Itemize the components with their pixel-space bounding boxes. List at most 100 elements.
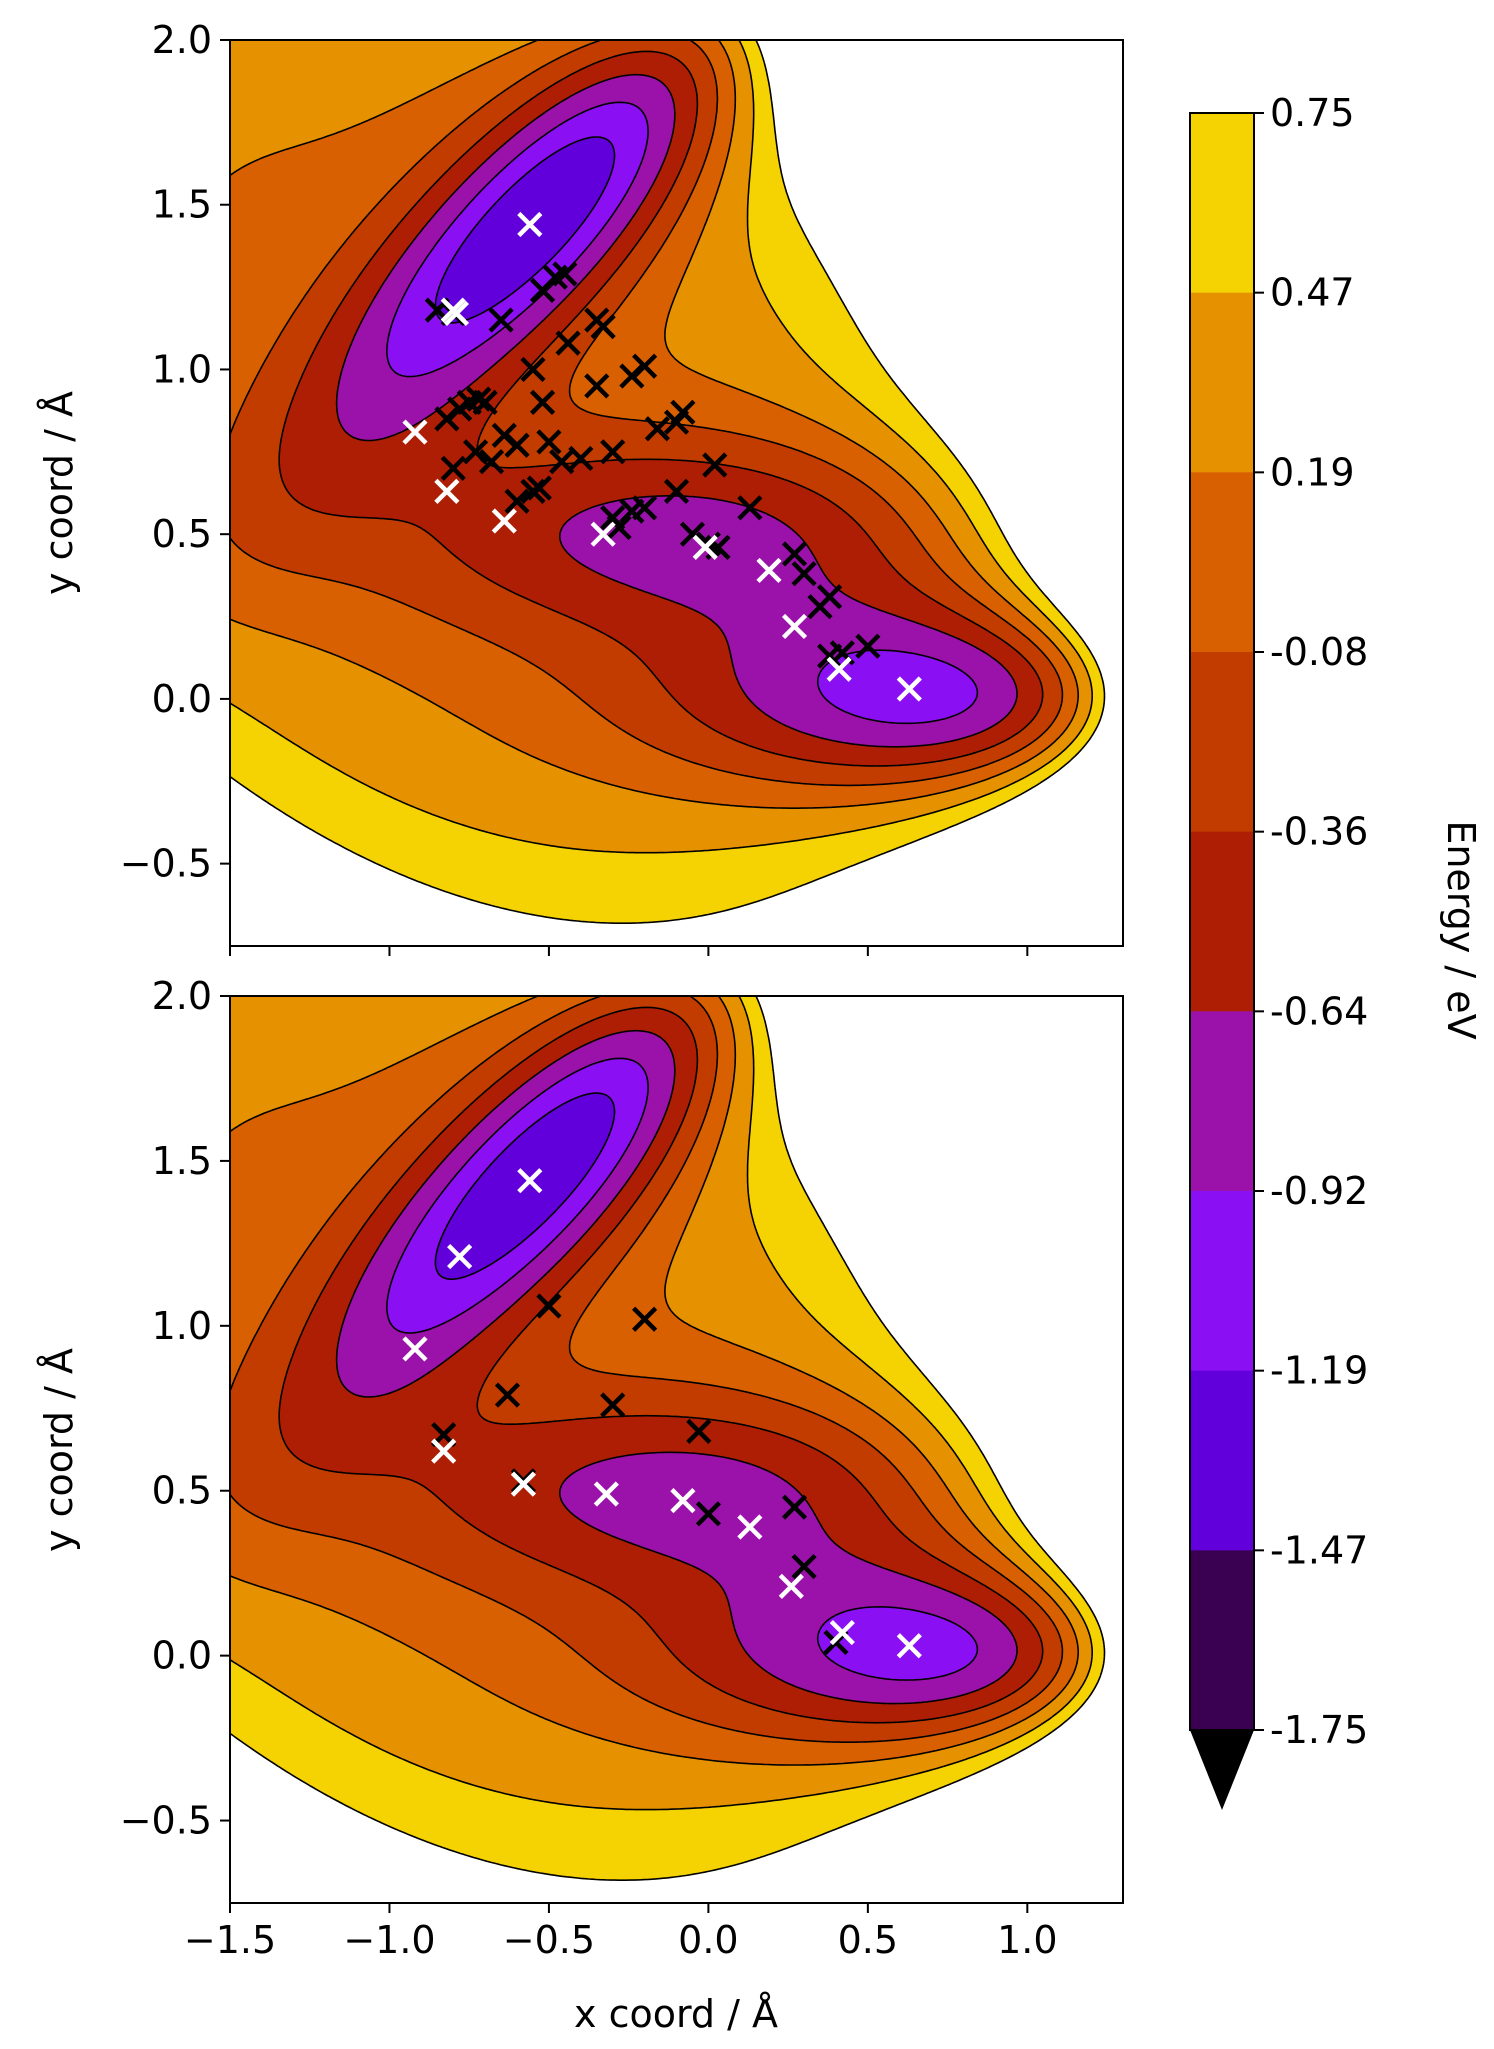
colorbar-band: [1190, 113, 1254, 294]
x-tick-label: 0.5: [838, 1918, 898, 1962]
colorbar-band: [1190, 1550, 1254, 1731]
white-marker: [590, 521, 616, 547]
black-marker: [632, 353, 658, 379]
colorbar-band: [1190, 1370, 1254, 1551]
bottom-markers: [402, 1168, 922, 1659]
black-marker: [663, 478, 690, 504]
white-marker: [737, 1514, 763, 1540]
colorbar-tick-label: -0.92: [1270, 1169, 1368, 1213]
colorbar-bands: [1190, 113, 1254, 1731]
colorbar-band: [1190, 831, 1254, 1012]
white-marker: [826, 656, 852, 682]
black-marker: [488, 307, 514, 333]
white-marker: [402, 419, 428, 445]
black-marker: [632, 495, 658, 521]
colorbar-min-extension: [1190, 1730, 1254, 1810]
colorbar-ticks: 0.75 0.47 0.19 -0.08 -0.36 -0.64 -0.92 -1.19 -1.…: [1254, 91, 1368, 1752]
colorbar-frame: [1189, 112, 1255, 1731]
contour-line: [434, 1092, 616, 1280]
white-marker: [447, 1243, 473, 1270]
bottom-axes-frame: [229, 995, 1124, 1904]
y-tick-label: 0.0: [152, 1634, 212, 1678]
bottom-contour-lines: [230, 996, 1106, 1881]
colorbar-tick-label: -1.75: [1270, 1708, 1368, 1752]
colorbar-tick-label: -0.64: [1270, 989, 1368, 1033]
white-marker: [829, 1619, 855, 1646]
white-marker: [491, 508, 517, 534]
bottom-contour-panel: −1.5 −1.0 −0.5 0.0 0.5 1.0 2.0 1.5 1.0 0.5 0.0 −0.…: [37, 974, 1124, 2036]
black-marker: [529, 389, 556, 415]
bottom-y-ticks: 2.0 1.5 1.0 0.5 0.0 −0.5: [120, 974, 230, 1843]
black-marker: [632, 1306, 658, 1332]
contour-line: [230, 40, 1106, 924]
black-marker: [504, 488, 530, 514]
black-marker: [536, 429, 562, 455]
colorbar-tick-label: -1.19: [1270, 1349, 1368, 1393]
black-marker: [510, 1468, 537, 1494]
white-marker: [402, 1336, 428, 1362]
black-marker: [549, 449, 575, 475]
top-contour-panel: 2.0 1.5 1.0 0.5 0.0 −0.5 y coord / Å: [37, 18, 1124, 956]
top-contour-lines: [230, 40, 1106, 924]
contour-line: [335, 73, 1018, 748]
colorbar-band: [1190, 652, 1254, 833]
contour-line: [230, 40, 1079, 809]
colorbar-tick-label: -0.36: [1270, 810, 1368, 854]
black-marker: [670, 399, 696, 425]
y-tick-label: 2.0: [152, 974, 212, 1018]
y-tick-label: 0.5: [152, 512, 212, 556]
y-tick-label: 1.5: [152, 1139, 212, 1183]
y-tick-label: 1.0: [152, 347, 212, 391]
colorbar-band: [1190, 292, 1254, 473]
black-marker: [737, 495, 763, 521]
white-marker: [692, 534, 718, 560]
black-marker: [504, 432, 530, 458]
top-y-ticks: 2.0 1.5 1.0 0.5 0.0 −0.5: [120, 18, 230, 886]
colorbar-tick-label: -0.08: [1270, 630, 1368, 674]
x-tick-label: 0.0: [678, 1918, 738, 1962]
colorbar: 0.75 0.47 0.19 -0.08 -0.36 -0.64 -0.92 -1.19 -1.…: [1189, 91, 1483, 1810]
colorbar-tick-label: 0.75: [1270, 91, 1355, 135]
bottom-y-axis-label: y coord / Å: [37, 1348, 81, 1552]
contour-line: [230, 40, 1064, 787]
black-marker: [440, 455, 466, 481]
black-marker: [855, 633, 881, 659]
black-marker: [600, 1392, 626, 1418]
y-tick-label: 2.0: [152, 18, 212, 62]
black-marker: [568, 445, 594, 471]
colorbar-band: [1190, 1011, 1254, 1192]
white-marker: [434, 478, 460, 504]
black-marker: [584, 373, 610, 399]
y-tick-label: −0.5: [120, 1799, 212, 1843]
black-marker: [695, 1501, 721, 1527]
white-marker: [517, 211, 543, 238]
y-tick-label: 1.0: [152, 1304, 212, 1348]
contour-line: [386, 1057, 979, 1681]
bottom-x-ticks: −1.5 −1.0 −0.5 0.0 0.5 1.0: [184, 1903, 1058, 1962]
colorbar-tick-label: -1.47: [1270, 1528, 1368, 1572]
black-marker: [520, 356, 546, 383]
contour-line: [230, 996, 1064, 1743]
black-marker: [816, 584, 843, 610]
black-marker: [555, 330, 581, 356]
black-marker: [440, 300, 466, 327]
colorbar-tick-label: 0.19: [1270, 450, 1355, 494]
x-tick-label: 1.0: [997, 1918, 1057, 1962]
top-x-ticks: [229, 946, 1029, 956]
black-marker: [644, 416, 670, 442]
black-marker: [478, 449, 505, 475]
white-marker: [756, 557, 782, 584]
white-marker: [896, 1633, 922, 1659]
contour-line: [230, 40, 1093, 854]
contour-line: [278, 1006, 1044, 1724]
black-marker: [536, 1293, 562, 1319]
white-marker: [517, 1168, 543, 1194]
white-marker: [443, 300, 470, 327]
white-marker: [670, 1488, 696, 1514]
white-marker: [510, 1471, 537, 1497]
black-marker: [600, 439, 626, 465]
black-marker: [702, 452, 728, 478]
contour-line: [335, 1029, 1018, 1705]
white-marker: [778, 1573, 804, 1599]
